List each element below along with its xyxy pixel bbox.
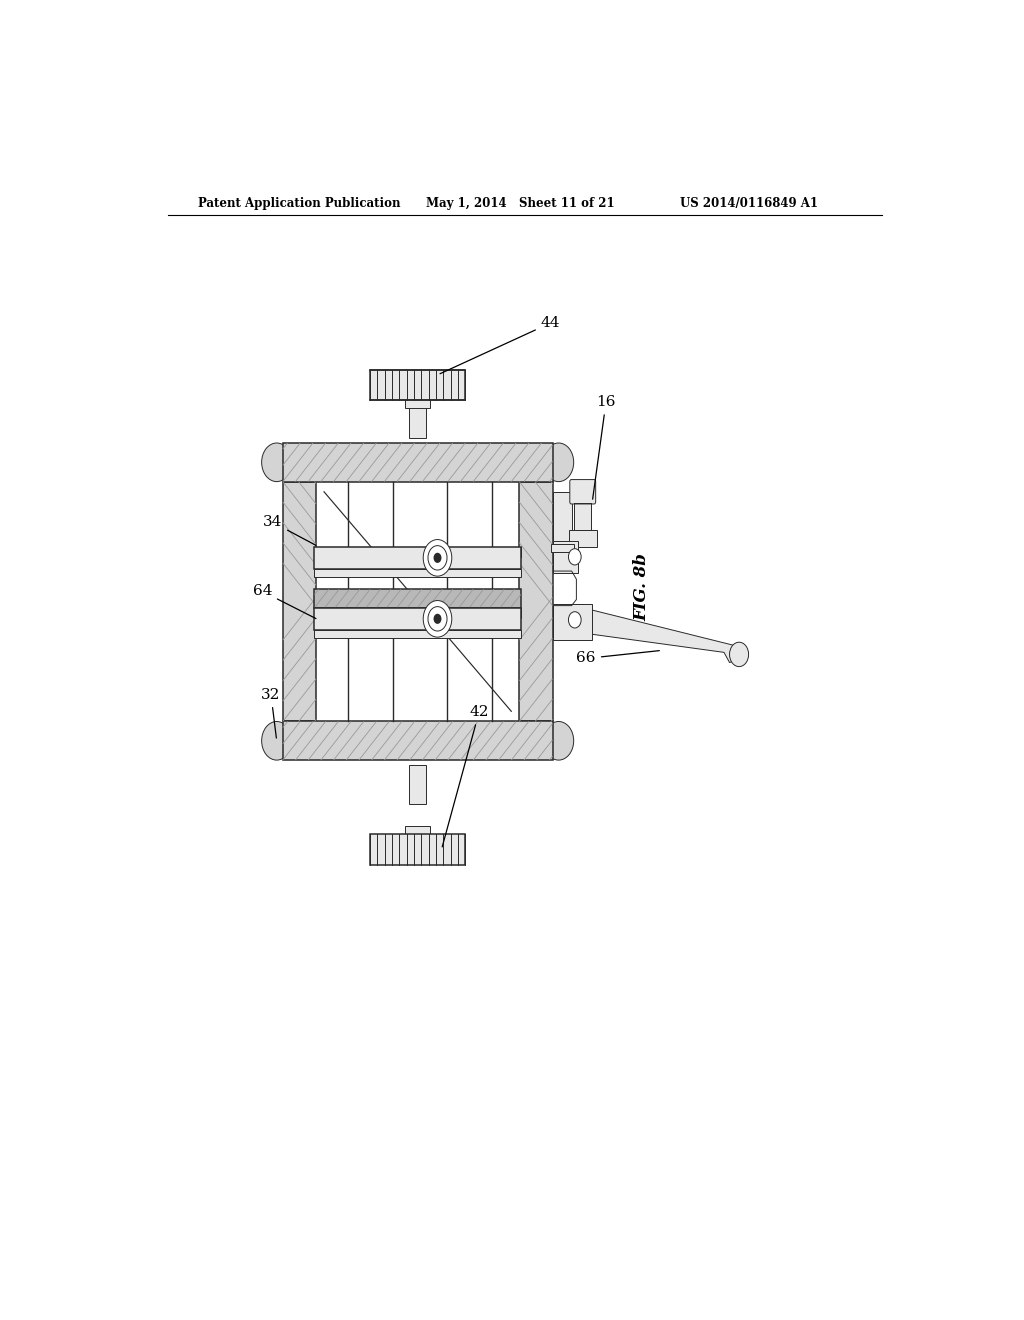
Text: May 1, 2014   Sheet 11 of 21: May 1, 2014 Sheet 11 of 21 (426, 197, 614, 210)
Bar (519, 482, 553, 722)
Circle shape (428, 545, 447, 570)
FancyBboxPatch shape (569, 479, 596, 504)
Text: 64: 64 (253, 585, 316, 619)
Bar (568, 531, 597, 546)
Bar (406, 826, 430, 837)
Bar (314, 569, 521, 577)
Circle shape (428, 607, 447, 631)
Text: 66: 66 (577, 651, 659, 665)
Bar (314, 607, 521, 630)
Text: 44: 44 (440, 315, 560, 374)
Bar (314, 546, 521, 569)
Circle shape (433, 614, 441, 624)
Circle shape (262, 444, 292, 482)
Text: US 2014/0116849 A1: US 2014/0116849 A1 (680, 197, 817, 210)
Bar (409, 397, 426, 438)
Circle shape (544, 722, 573, 760)
Bar (370, 834, 465, 865)
Circle shape (262, 722, 292, 760)
Text: 34: 34 (263, 515, 316, 545)
Circle shape (423, 601, 452, 638)
Text: 42: 42 (442, 705, 488, 847)
Text: 16: 16 (593, 395, 615, 499)
Bar (406, 399, 430, 408)
Bar (283, 722, 553, 760)
Circle shape (544, 444, 573, 482)
Text: 32: 32 (261, 688, 281, 738)
Circle shape (433, 553, 441, 562)
Bar (314, 630, 521, 638)
Bar (409, 766, 426, 804)
Polygon shape (591, 610, 741, 663)
Bar (283, 444, 553, 482)
Text: FIG. 8b: FIG. 8b (634, 553, 651, 620)
Circle shape (568, 549, 582, 565)
Circle shape (423, 540, 452, 576)
Bar (553, 603, 583, 636)
Text: Patent Application Publication: Patent Application Publication (198, 197, 400, 210)
Bar (551, 544, 574, 552)
Bar (314, 589, 521, 607)
Bar (574, 491, 592, 531)
Bar (370, 370, 465, 400)
Circle shape (729, 643, 749, 667)
Bar (553, 603, 592, 640)
Bar (283, 482, 316, 722)
Circle shape (568, 611, 582, 628)
Bar (314, 546, 521, 557)
Bar (553, 541, 578, 573)
Bar (314, 607, 521, 618)
Bar (553, 492, 572, 562)
